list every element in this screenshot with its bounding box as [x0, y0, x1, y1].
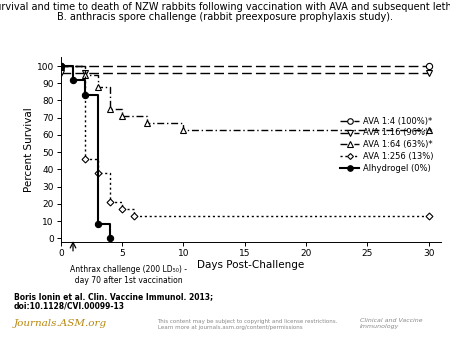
- Text: B. anthracis spore challenge (rabbit preexposure prophylaxis study).: B. anthracis spore challenge (rabbit pre…: [57, 12, 393, 22]
- Text: Clinical and Vaccine
Immunology: Clinical and Vaccine Immunology: [360, 318, 423, 329]
- Text: This content may be subject to copyright and license restrictions.
Learn more at: This content may be subject to copyright…: [158, 319, 338, 330]
- Y-axis label: Percent Survival: Percent Survival: [24, 107, 34, 192]
- Text: Survival and time to death of NZW rabbits following vaccination with AVA and sub: Survival and time to death of NZW rabbit…: [0, 2, 450, 12]
- Legend: AVA 1:4 (100%)*, AVA 1:16 (96%)*, AVA 1:64 (63%)*, AVA 1:256 (13%), Alhydrogel (: AVA 1:4 (100%)*, AVA 1:16 (96%)*, AVA 1:…: [337, 113, 437, 176]
- Text: Journals.ASM.org: Journals.ASM.org: [14, 319, 107, 329]
- X-axis label: Days Post-Challenge: Days Post-Challenge: [197, 260, 305, 270]
- Text: doi:10.1128/CVI.00099-13: doi:10.1128/CVI.00099-13: [14, 301, 125, 311]
- Text: Boris Ionin et al. Clin. Vaccine Immunol. 2013;: Boris Ionin et al. Clin. Vaccine Immunol…: [14, 292, 212, 301]
- Text: Anthrax challenge (200 LD₅₀) -
  day 70 after 1st vaccination: Anthrax challenge (200 LD₅₀) - day 70 af…: [70, 265, 187, 285]
